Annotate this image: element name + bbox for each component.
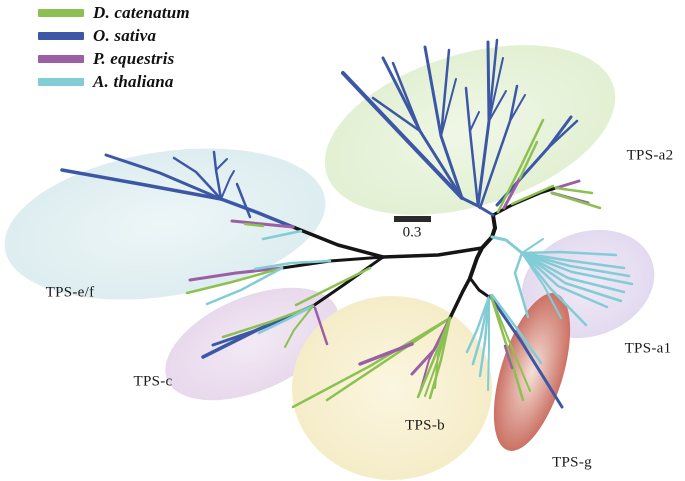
legend-item: P. equestris <box>38 49 190 68</box>
tree-branch-green <box>284 305 314 348</box>
tree-branch-purple <box>358 342 414 366</box>
clade-ellipse-tps-b <box>292 296 492 480</box>
tree-branch-blue <box>220 170 235 200</box>
tree-branch-black <box>448 276 472 320</box>
legend-item: D. catenatum <box>38 3 190 22</box>
tree-branch-cyan <box>487 296 490 391</box>
tree-branch-cyan <box>490 293 543 365</box>
tree-branch-green <box>243 222 265 228</box>
legend-label: D. catenatum <box>93 3 190 22</box>
scale-bar <box>394 216 431 222</box>
tree-branch-cyan <box>520 251 588 327</box>
clade-ellipse-tps-ef <box>4 148 326 300</box>
legend-label: A. thaliana <box>93 72 174 91</box>
legend-swatch <box>38 8 84 17</box>
legend-swatch <box>38 77 84 86</box>
scale-bar-label: 0.3 <box>402 224 422 241</box>
tree-branch-blue <box>487 38 499 123</box>
tree-branch-cyan <box>490 235 524 255</box>
tree-branch-green <box>185 266 284 295</box>
tree-branch-cyan <box>520 251 609 309</box>
tree-branch-black <box>381 246 484 259</box>
tree-branch-green <box>554 186 594 195</box>
tree-branch-green <box>294 266 372 307</box>
tree-branch-green <box>518 140 539 180</box>
tree-branch-cyan <box>520 250 618 257</box>
tree-branch-blue <box>488 57 504 122</box>
tree-branch-blue <box>172 156 223 201</box>
tree-branch-green <box>550 191 602 210</box>
tree-branch-cyan <box>521 252 562 319</box>
tree-branch-blue <box>469 111 480 132</box>
tree-branch-purple <box>503 344 514 370</box>
tree-branch-blue <box>211 328 259 347</box>
tree-branch-cyan <box>520 251 623 303</box>
tree-branch-black <box>491 213 497 230</box>
tree-branch-cyan <box>257 304 315 335</box>
clade-label-tps-a1: TPS-a1 <box>624 340 672 357</box>
tree-branch-blue <box>104 153 223 201</box>
tree-branch-cyan <box>465 295 491 354</box>
tree-branch-green <box>291 316 452 409</box>
tree-branch-blue <box>215 158 228 171</box>
tree-branch-green <box>428 316 452 400</box>
tree-branch-green <box>490 295 531 392</box>
tree-branch-purple <box>554 179 581 190</box>
tree-branch-black <box>291 225 385 259</box>
tree-branch-blue <box>371 96 422 133</box>
clade-label-tps-b: TPS-b <box>405 417 445 434</box>
tree-branch-cyan <box>478 295 491 378</box>
tree-branch-blue <box>440 78 457 137</box>
tree-branch-blue <box>391 61 422 133</box>
tree-branch-cyan <box>471 295 491 366</box>
clade-label-tps-a2: TPS-a2 <box>626 147 674 164</box>
legend-item: A. thaliana <box>38 72 190 91</box>
tree-branch-green <box>221 304 315 339</box>
tree-branch-cyan <box>513 251 530 319</box>
tree-branch-purple <box>313 306 329 346</box>
tree-branch-blue <box>60 168 223 201</box>
tree-branch-cyan <box>521 238 544 254</box>
tree-branch-black <box>311 255 385 308</box>
legend-item: O. sativa <box>38 26 190 45</box>
tree-branch-blue <box>509 94 526 122</box>
tree-branch-black <box>468 276 491 299</box>
tree-branch-blue <box>219 197 295 229</box>
tree-branch-cyan <box>520 251 631 278</box>
tree-branch-cyan <box>520 251 626 270</box>
tree-branch-blue <box>235 182 252 219</box>
tree-branch-cyan <box>261 229 303 241</box>
tree-branch-purple <box>188 266 284 282</box>
tree-branch-purple <box>419 317 451 393</box>
legend-swatch <box>38 31 84 40</box>
tree-branch-green <box>496 118 545 214</box>
clade-label-tps-g: TPS-g <box>552 454 592 471</box>
tree-branch-green <box>489 294 525 402</box>
tree-branch-green <box>325 316 452 402</box>
tree-branch-green <box>434 317 451 389</box>
species-legend: D. catenatum O. sativa P. equestris A. t… <box>38 3 190 91</box>
clade-ellipse-tps-g <box>493 293 571 451</box>
clade-label-tps-c: TPS-c <box>133 373 173 390</box>
tree-branch-purple <box>502 176 522 210</box>
tree-branch-cyan <box>520 251 626 294</box>
tree-branch-blue <box>488 90 507 122</box>
legend-swatch <box>38 54 84 63</box>
tree-branch-cyan <box>205 266 284 306</box>
tree-branch-black <box>468 226 497 280</box>
legend-label: P. equestris <box>93 49 175 68</box>
tree-branch-blue <box>488 294 564 409</box>
tree-branch-blue <box>341 71 464 200</box>
tree-branch-green <box>510 184 555 206</box>
legend-label: O. sativa <box>93 26 157 45</box>
clade-label-tps-ef: TPS-e/f <box>45 284 95 301</box>
tree-branch-blue <box>546 119 579 150</box>
tree-branch-blue <box>439 48 451 138</box>
tree-branch-purple <box>230 219 295 229</box>
tree-branch-cyan <box>253 259 332 271</box>
tree-branch-cyan <box>520 251 634 286</box>
